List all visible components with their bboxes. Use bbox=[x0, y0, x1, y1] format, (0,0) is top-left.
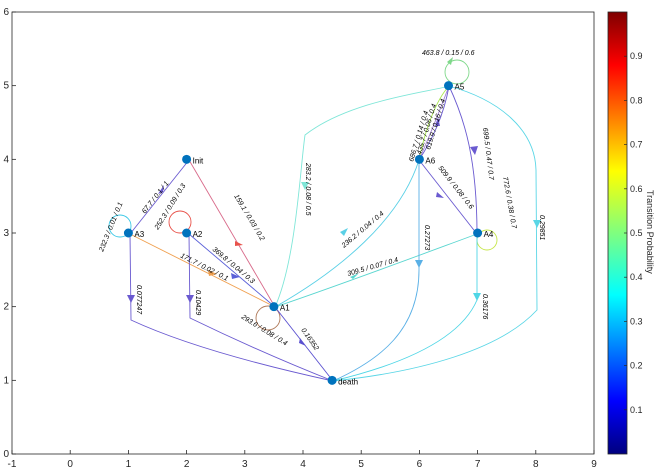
edge-a3-init bbox=[129, 159, 190, 235]
edge-a5-death bbox=[332, 85, 538, 382]
edge-label-a5-death: 0.29851 bbox=[538, 215, 545, 240]
edge-init-a1 bbox=[188, 159, 276, 308]
arrowheads bbox=[127, 57, 541, 346]
node-label-death: death bbox=[338, 377, 358, 386]
arrowhead bbox=[301, 182, 309, 190]
arrowhead bbox=[127, 295, 135, 303]
edge-label-a2-death: 0.10429 bbox=[194, 290, 201, 315]
node-a4 bbox=[473, 228, 483, 238]
edge-a1-a4 bbox=[274, 233, 478, 308]
edge-a1-self bbox=[255, 305, 281, 331]
x-tick-label: 5 bbox=[358, 459, 364, 470]
colorbar-ticks: 0.1 0.2 0.3 0.4 0.5 0.6 0.7 0.8 0.9 bbox=[624, 51, 643, 415]
node-label-a1: A1 bbox=[280, 304, 290, 313]
edge-label-a1-a5: 283.2 / 0.08 / 0.5 bbox=[304, 162, 311, 216]
x-tick-label: 2 bbox=[184, 459, 190, 470]
x-tick-label: 8 bbox=[533, 459, 539, 470]
edge-label-a3-death: 0.077247 bbox=[135, 285, 142, 315]
edges bbox=[108, 59, 538, 382]
edge-a3-a1 bbox=[129, 233, 276, 308]
colorbar-tick-label: 0.1 bbox=[630, 405, 643, 415]
colorbar-tick-label: 0.3 bbox=[630, 316, 643, 326]
edge-a6-a4 bbox=[418, 159, 478, 235]
y-tick-label: 1 bbox=[3, 375, 9, 386]
colorbar-tick-label: 0.4 bbox=[630, 272, 643, 282]
arrowhead bbox=[436, 192, 444, 198]
node-label-a6: A6 bbox=[425, 156, 435, 165]
arrowhead bbox=[415, 260, 423, 268]
colorbar-label: Transition Probability bbox=[645, 190, 654, 274]
colorbar-tick-label: 0.2 bbox=[630, 361, 643, 371]
edge-a6-a5-b bbox=[418, 85, 450, 161]
arrowhead bbox=[533, 220, 541, 228]
colorbar-tick-label: 0.8 bbox=[630, 95, 643, 105]
arrowhead bbox=[350, 273, 359, 279]
node-a3 bbox=[123, 228, 133, 238]
arrowhead bbox=[470, 146, 478, 155]
y-tick-label: 0 bbox=[3, 449, 9, 460]
x-tick-label: 4 bbox=[300, 459, 306, 470]
node-a2 bbox=[182, 228, 192, 238]
x-tick-label: 1 bbox=[126, 459, 132, 470]
edge-a2-a1 bbox=[188, 233, 276, 308]
edge-a6-death bbox=[332, 160, 420, 382]
x-tick-label: 7 bbox=[475, 459, 481, 470]
y-tick-label: 2 bbox=[3, 302, 9, 313]
arrowhead bbox=[158, 185, 164, 194]
edge-a6-a5-c bbox=[418, 85, 450, 161]
node-label-init: Init bbox=[193, 156, 204, 165]
arrowhead bbox=[186, 295, 194, 303]
arrowhead bbox=[435, 117, 440, 126]
x-tick-label: -1 bbox=[8, 459, 17, 470]
edge-label-a6-death: 0.27273 bbox=[423, 225, 430, 250]
edge-label-a4-death: 0.36176 bbox=[481, 294, 488, 319]
colorbar-tick-label: 0.9 bbox=[630, 51, 643, 61]
node-label-a2: A2 bbox=[193, 230, 203, 239]
y-axis: 0 1 2 3 4 5 6 bbox=[3, 7, 16, 460]
colorbar-tick-label: 0.6 bbox=[630, 184, 643, 194]
node-a1 bbox=[269, 302, 279, 312]
node-a5 bbox=[444, 81, 453, 91]
axes-box bbox=[11, 11, 595, 455]
arrowhead bbox=[235, 241, 243, 246]
y-tick-label: 4 bbox=[3, 154, 9, 165]
y-tick-label: 5 bbox=[3, 81, 9, 92]
x-tick-label: 6 bbox=[417, 459, 423, 470]
node-init bbox=[182, 154, 192, 164]
colorbar-tick-label: 0.7 bbox=[630, 140, 643, 150]
node-label-a5: A5 bbox=[455, 83, 465, 92]
edge-a6-a5-a bbox=[418, 85, 450, 161]
nodes: Init A1 A2 A3 A4 A5 A6 death bbox=[123, 81, 494, 386]
edge-a2-death bbox=[188, 233, 334, 382]
edge-a4-death bbox=[332, 234, 478, 382]
x-tick-label: 0 bbox=[67, 459, 73, 470]
edge-a3-death bbox=[129, 233, 334, 382]
arrowhead bbox=[473, 293, 481, 301]
y-tick-label: 6 bbox=[3, 7, 9, 18]
y-tick-label: 3 bbox=[3, 228, 9, 239]
node-a6 bbox=[414, 154, 424, 164]
node-death bbox=[327, 375, 337, 385]
edge-a1-a6 bbox=[274, 159, 420, 308]
arrowhead bbox=[340, 228, 348, 236]
colorbar: 0.1 0.2 0.3 0.4 0.5 0.6 0.7 0.8 0.9 Transition P… bbox=[607, 11, 654, 455]
x-tick-label: 3 bbox=[242, 459, 248, 470]
colorbar-tick-label: 0.5 bbox=[630, 228, 643, 238]
edge-a2-self bbox=[168, 210, 192, 234]
arrowhead bbox=[208, 270, 217, 276]
edge-a5-a4 bbox=[448, 85, 478, 235]
edge-a1-a5 bbox=[274, 85, 450, 308]
edge-a5-self bbox=[444, 59, 470, 85]
arrowhead bbox=[299, 338, 306, 346]
x-axis: -1 0 1 2 3 4 5 6 7 8 9 bbox=[8, 450, 597, 470]
edge-a3-self bbox=[108, 214, 132, 238]
arrowhead bbox=[447, 57, 453, 65]
node-label-a4: A4 bbox=[484, 230, 494, 239]
node-label-a3: A3 bbox=[134, 230, 144, 239]
edge-label-a5-self: 463.8 / 0.15 / 0.6 bbox=[422, 50, 475, 57]
x-tick-label: 9 bbox=[591, 459, 597, 470]
arrowhead bbox=[231, 273, 240, 279]
